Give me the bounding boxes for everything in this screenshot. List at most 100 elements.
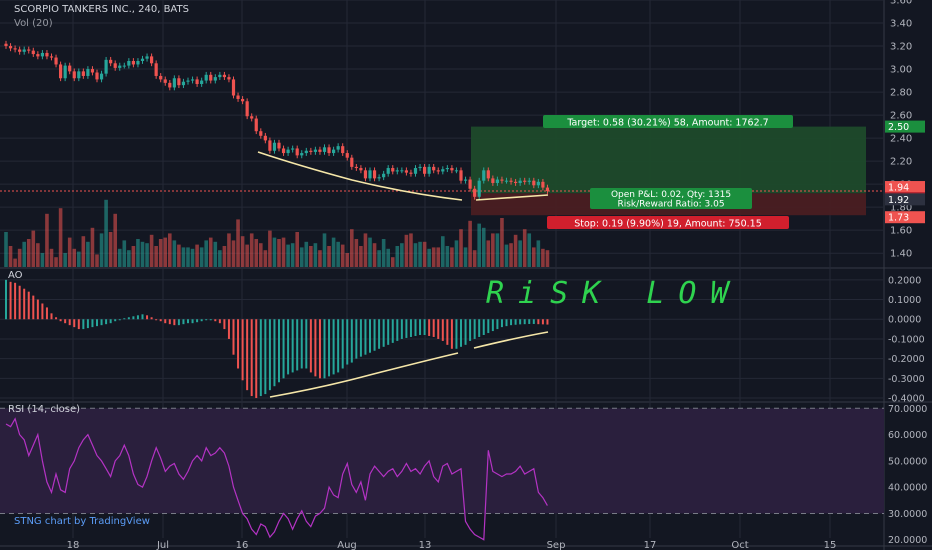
candle-body <box>213 77 217 81</box>
volume-bar <box>450 247 454 267</box>
candle-body <box>72 71 76 79</box>
ao-bar <box>537 319 540 325</box>
ao-bar <box>246 319 249 391</box>
tradingview-watermark[interactable]: STNG chart by TradingView <box>14 516 150 527</box>
candle-body <box>68 65 72 72</box>
candle-body <box>268 140 272 151</box>
candle-body <box>195 79 199 85</box>
candle-body <box>163 79 167 83</box>
price-trendline <box>475 194 549 201</box>
volume-bar <box>359 246 363 267</box>
ao-bar <box>232 319 235 355</box>
candle-body <box>327 147 331 154</box>
price-badge: 1.92 <box>888 195 909 206</box>
candle-body <box>454 170 459 172</box>
candle-body <box>245 101 249 117</box>
candle-body <box>491 178 495 183</box>
ao-bar <box>214 319 217 322</box>
candle-body <box>150 56 154 64</box>
candle-body <box>441 169 445 172</box>
candle-body <box>131 60 135 65</box>
volume-bar <box>213 241 218 267</box>
volume-bar <box>86 241 90 267</box>
ao-bar <box>105 319 108 325</box>
candle-body <box>527 180 531 182</box>
ao-tick-label: -0.1000 <box>888 334 925 345</box>
ao-bar <box>50 313 53 320</box>
volume-bar <box>186 247 190 267</box>
rsi-tick-label: 70.0000 <box>888 404 927 415</box>
volume-bar <box>354 239 359 267</box>
candle-body <box>495 179 499 183</box>
price-badge: 1.73 <box>888 213 909 224</box>
ao-bar <box>205 319 208 321</box>
volume-bar <box>491 233 495 267</box>
volume-bar <box>8 246 13 267</box>
candle-body <box>322 147 327 152</box>
rsi-band <box>0 408 884 514</box>
volume-bar <box>472 250 477 267</box>
ao-bar <box>36 299 39 320</box>
candle-body <box>545 187 550 192</box>
candle-body <box>477 180 481 197</box>
price-badge: 1.94 <box>888 183 909 194</box>
candle-body <box>382 173 386 178</box>
candle-body <box>36 54 40 57</box>
ao-bar <box>364 319 367 355</box>
candle-body <box>295 148 299 156</box>
volume-bar <box>17 248 22 267</box>
ao-bar <box>309 319 312 373</box>
ao-bar <box>255 319 258 399</box>
volume-bar <box>163 237 168 267</box>
candle-body <box>354 166 358 169</box>
ao-bar <box>391 319 394 343</box>
volume-bar <box>245 244 249 267</box>
ao-bar <box>9 281 12 320</box>
candle-body <box>172 78 176 88</box>
candle-body <box>168 82 172 88</box>
ao-bar <box>423 319 426 335</box>
ao-bar <box>482 319 485 335</box>
volume-bar <box>418 241 422 267</box>
ao-bar <box>136 315 139 320</box>
ao-bar <box>5 279 7 320</box>
volume-bar <box>532 247 536 267</box>
volume-bar <box>290 243 295 267</box>
ao-bar <box>177 319 180 326</box>
candle-body <box>468 179 472 189</box>
candle-body <box>277 142 281 149</box>
ao-bar <box>96 319 98 327</box>
ao-bar <box>146 315 149 320</box>
ao-tick-label: 0.1000 <box>888 295 921 306</box>
volume-bar <box>518 240 522 267</box>
volume-bar <box>140 241 145 267</box>
price-badge: 2.50 <box>888 122 909 133</box>
volume-bar <box>240 236 245 267</box>
target-zone <box>471 126 866 194</box>
ao-bar <box>400 319 403 339</box>
candle-body <box>159 75 163 80</box>
risk-low-annotation: RiSK LOW <box>486 276 743 311</box>
candle-body <box>436 170 440 172</box>
candle-body <box>18 49 22 52</box>
candle-body <box>81 71 85 76</box>
volume-bar <box>158 239 163 267</box>
ao-bar <box>346 319 349 365</box>
volume-bar <box>113 213 117 267</box>
candle-body <box>181 81 186 86</box>
candle-body <box>204 74 208 81</box>
candle-body <box>536 181 540 186</box>
ao-bar <box>187 319 189 324</box>
candle-body <box>136 60 140 65</box>
ao-bar <box>446 319 449 345</box>
ao-bar <box>500 319 503 328</box>
ao-bar <box>437 319 440 339</box>
ao-bar <box>23 288 26 320</box>
ao-bar <box>523 319 526 325</box>
ao-bar <box>209 319 212 321</box>
candle-body <box>523 180 527 182</box>
rsi-tick-label: 50.0000 <box>888 456 927 467</box>
ao-bar <box>328 319 331 377</box>
ao-bar <box>432 319 435 337</box>
